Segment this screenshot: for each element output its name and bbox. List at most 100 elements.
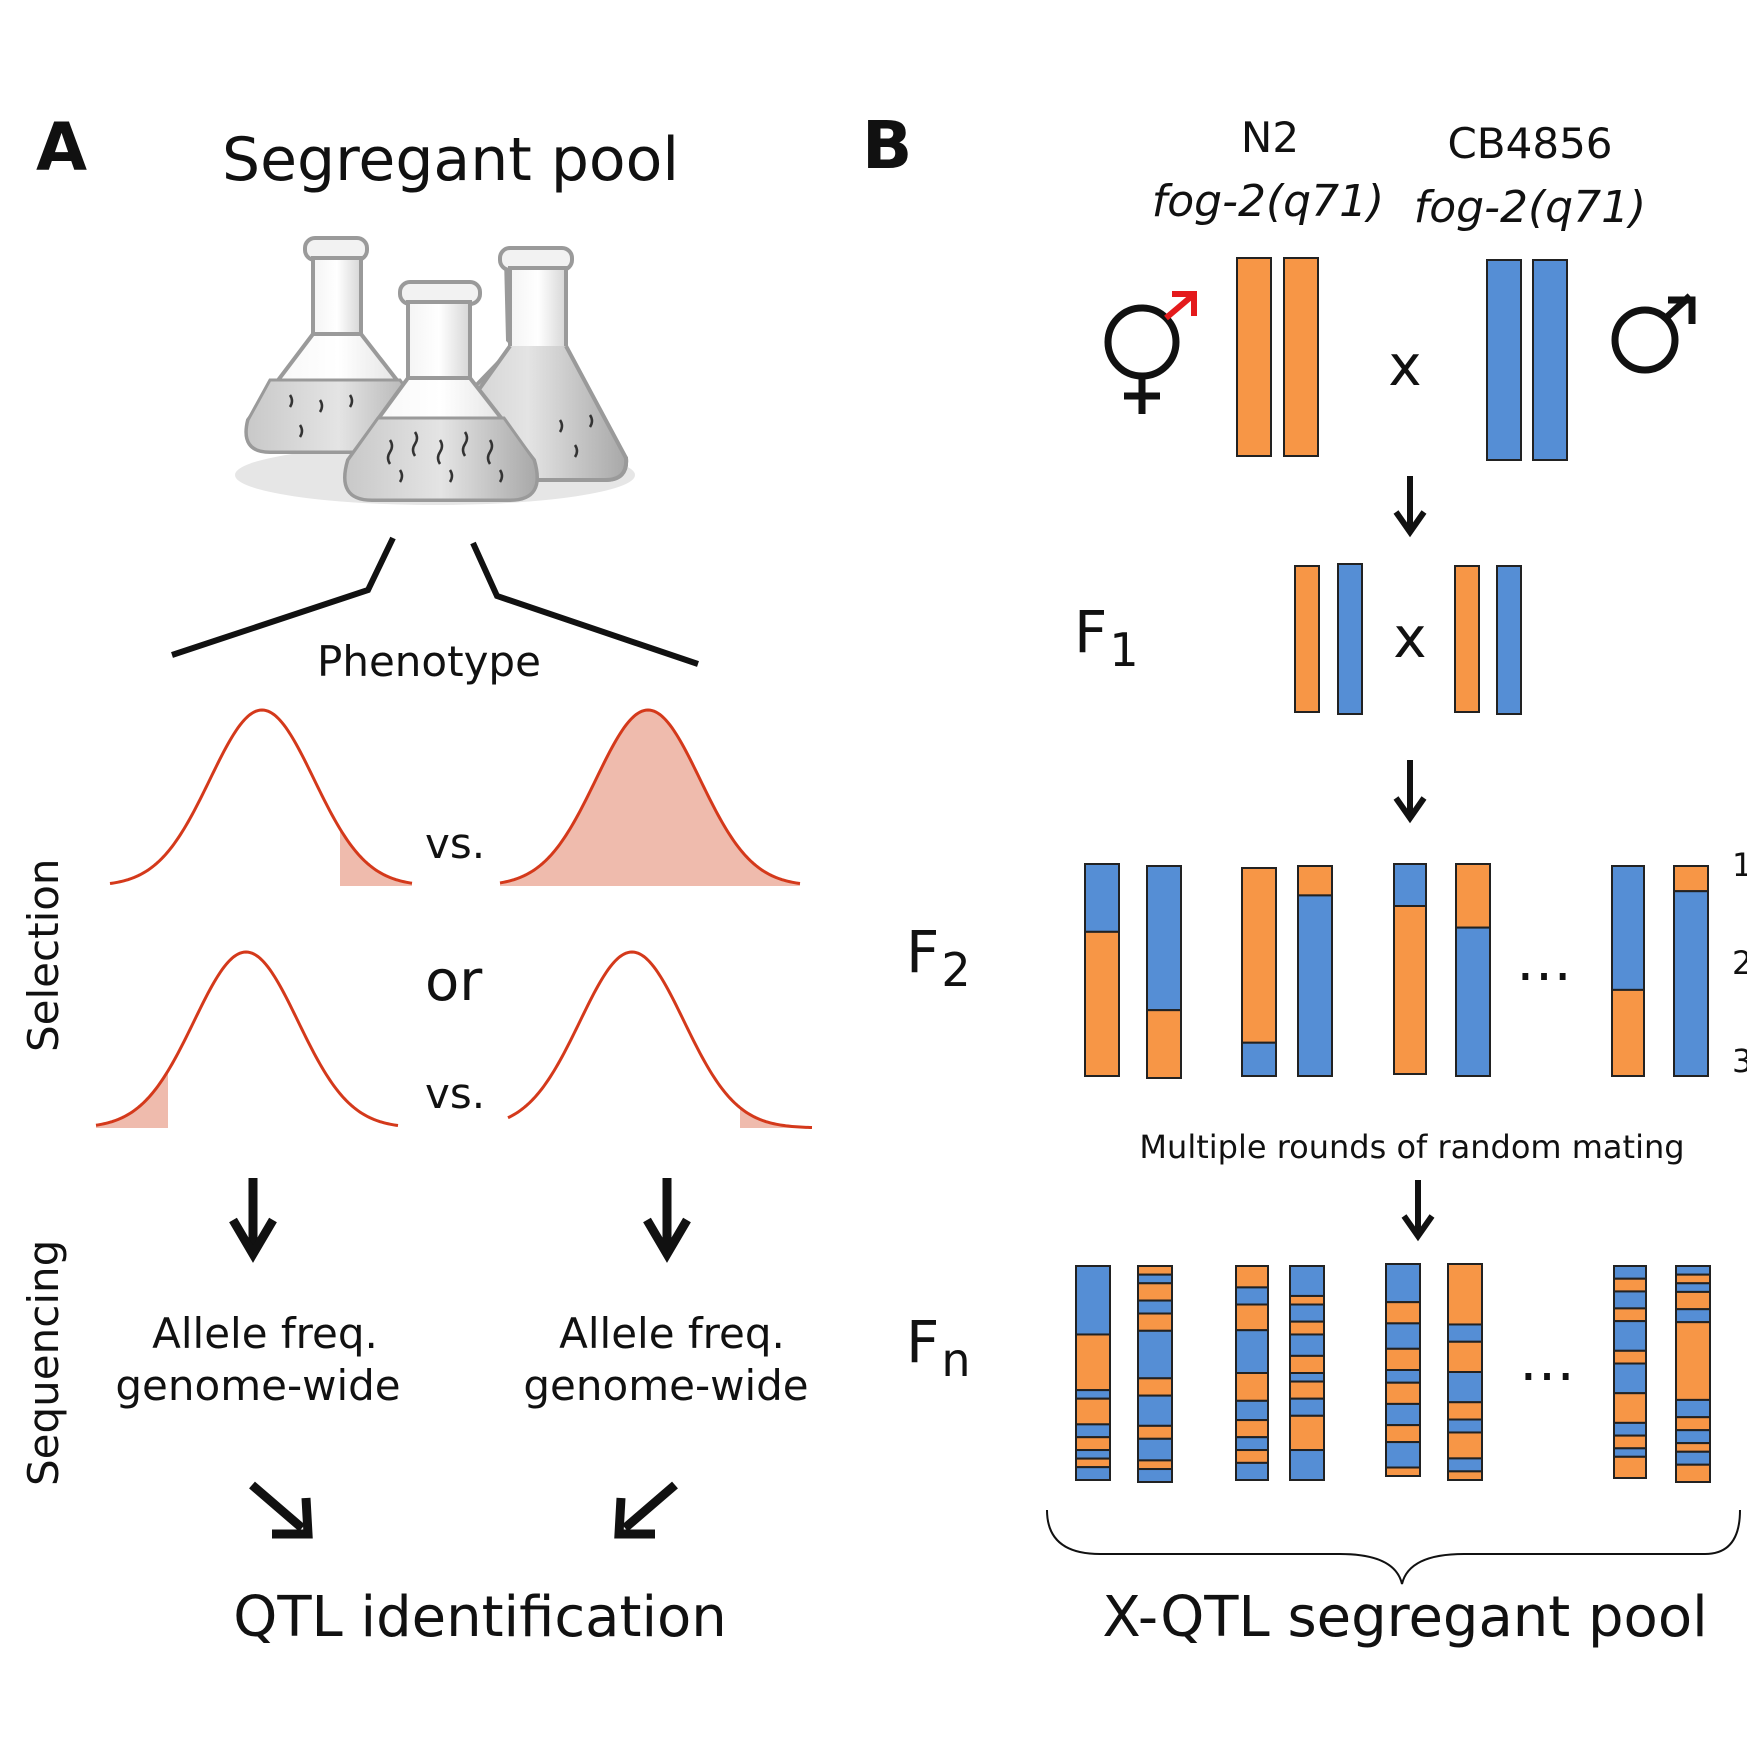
fn-chrom-7-segment — [1613, 1265, 1647, 1280]
fn-chrom-2-segment — [1137, 1377, 1173, 1397]
fn-chrom-1-segment — [1075, 1457, 1111, 1469]
fn-chrom-6-segment — [1447, 1340, 1483, 1374]
fn-chrom-4-segment — [1289, 1414, 1325, 1452]
sequencing-label: Sequencing — [19, 1240, 68, 1486]
fn-chrom-1-segment — [1075, 1423, 1111, 1439]
fn-chrom-4-segment — [1289, 1303, 1325, 1323]
curve-top-right-shaded-tail — [500, 710, 800, 886]
f2-chrom-2 — [1146, 865, 1182, 1079]
fn-chrom-8-segment — [1675, 1290, 1711, 1311]
fn-chrom-8-segment — [1675, 1463, 1711, 1483]
fn-chrom-8 — [1675, 1265, 1711, 1483]
fn-chrom-2 — [1137, 1265, 1173, 1484]
qtl-label: QTL identification — [233, 1585, 727, 1650]
fn-chrom-8-segment — [1675, 1282, 1711, 1293]
fn-chrom-4-segment — [1289, 1320, 1325, 1336]
down-arrow-right-icon — [643, 1178, 691, 1263]
gen-arrow-3-icon — [1401, 1180, 1435, 1242]
curve-bottom-left-shaded-tail — [96, 1070, 168, 1128]
fn-chrom-5-segment — [1385, 1402, 1421, 1427]
parent-cb-chrom-b — [1532, 259, 1568, 461]
f1-label: F1 — [1074, 598, 1139, 677]
fn-chrom-3-segment — [1235, 1286, 1269, 1306]
fn-chrom-6-segment — [1447, 1371, 1483, 1404]
f2-chrom-8-segment — [1673, 865, 1709, 893]
fn-chrom-8-segment — [1675, 1321, 1711, 1401]
fn-chrom-7-segment — [1613, 1447, 1647, 1458]
bracket-right — [470, 541, 699, 667]
fn-chrom-7-segment — [1613, 1362, 1647, 1395]
fn-chrom-1-segment — [1075, 1397, 1111, 1426]
f2-chrom-5-segment — [1393, 863, 1427, 907]
fn-chrom-8-segment — [1675, 1442, 1711, 1453]
f2-chrom-8-segment — [1673, 890, 1709, 1078]
curve-bottom-right-shaded-tail — [740, 1107, 812, 1128]
fn-chrom-6 — [1447, 1263, 1483, 1481]
f1-right-blue-segment — [1496, 565, 1522, 715]
fn-chrom-3-segment — [1235, 1372, 1269, 1402]
fn-chrom-6-segment — [1447, 1323, 1483, 1343]
f2-label: F2 — [906, 918, 971, 997]
fn-chrom-6-segment — [1447, 1418, 1483, 1434]
f1-right-orange-segment — [1454, 565, 1480, 713]
fn-chrom-2-segment — [1137, 1299, 1173, 1315]
f2-chrom-5 — [1393, 863, 1427, 1075]
fn-chrom-2-segment — [1137, 1468, 1173, 1484]
panel-a-title: Segregant pool — [222, 125, 679, 195]
fn-chrom-2-segment — [1137, 1273, 1173, 1285]
f2-chrom-2-segment — [1146, 865, 1182, 1012]
distribution-curves — [95, 708, 813, 1130]
parent-cb-chrom-a — [1486, 259, 1522, 461]
fn-chrom-2-segment — [1137, 1437, 1173, 1462]
fn-chrom-7-segment — [1613, 1277, 1647, 1293]
diagonal-arrow-right-icon — [614, 1481, 678, 1539]
fn-chrom-3-segment — [1235, 1449, 1269, 1464]
fn-chrom-2-segment — [1137, 1265, 1173, 1276]
fn-chrom-4-segment — [1289, 1380, 1325, 1400]
panel-b: B N2 fog-2(q71) CB4856 fog-2(q71) x x — [862, 107, 1747, 1650]
f2-chrom-7-segment — [1611, 865, 1645, 991]
gen-arrow-2-icon — [1393, 760, 1427, 824]
allele-right-line1: Allele freq. — [559, 1309, 785, 1358]
chromosome-bars — [1075, 257, 1711, 1484]
curve-bottom-left-line — [95, 950, 399, 1128]
f1-left-blue-segment — [1337, 563, 1363, 715]
fn-chrom-7-segment — [1613, 1307, 1647, 1323]
fn-chrom-8-segment — [1675, 1450, 1711, 1466]
hermaphrodite-symbol-icon — [1104, 291, 1197, 414]
fn-chrom-5-segment — [1385, 1301, 1421, 1325]
fn-chrom-1-segment — [1075, 1333, 1111, 1392]
f2-chrom-1-segment — [1084, 863, 1120, 933]
fn-chrom-6-segment — [1447, 1431, 1483, 1460]
fn-chrom-6-segment — [1447, 1470, 1483, 1481]
fn-chrom-5-segment — [1385, 1263, 1421, 1304]
ellipsis-fn: … — [1519, 1329, 1575, 1394]
fn-chrom-2-segment — [1137, 1394, 1173, 1427]
bracket-left — [171, 536, 396, 658]
male-symbol-icon — [1611, 293, 1696, 374]
diagonal-arrow-left-icon — [249, 1481, 313, 1539]
f2-chrom-3-segment — [1241, 1041, 1277, 1077]
cross-f1: x — [1393, 606, 1426, 671]
strain2-name: CB4856 — [1447, 119, 1612, 168]
curve-top-right-line — [499, 708, 801, 886]
parent-cb-chrom-a-segment — [1486, 259, 1522, 461]
f2-chrom-3-segment — [1241, 867, 1277, 1044]
fn-chrom-8-segment — [1675, 1273, 1711, 1285]
or-label: or — [425, 949, 483, 1014]
curve-top-left-line — [109, 708, 413, 886]
fn-chrom-5-segment — [1385, 1441, 1421, 1469]
fn-label: Fn — [906, 1308, 971, 1387]
f1-right-blue — [1496, 565, 1522, 715]
parent-n2-chrom-a — [1236, 257, 1272, 457]
f2-chrom-5-segment — [1393, 905, 1427, 1075]
fn-chrom-4-segment — [1289, 1333, 1325, 1357]
strain1-allele: fog-2(q71) — [1152, 176, 1384, 227]
fn-chrom-3-segment — [1235, 1329, 1269, 1374]
fn-chrom-4-segment — [1289, 1265, 1325, 1297]
f2-chrom-6-segment — [1455, 926, 1491, 1077]
allele-right-line2: genome-wide — [523, 1361, 808, 1410]
fn-chrom-1-segment — [1075, 1466, 1111, 1482]
f2-chrom-7 — [1611, 865, 1645, 1078]
phenotype-label: Phenotype — [317, 637, 541, 686]
